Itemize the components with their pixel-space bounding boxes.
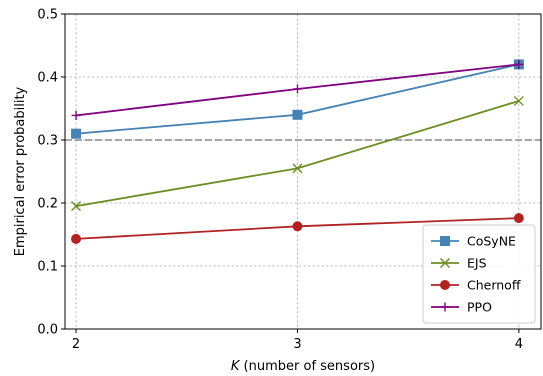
legend-label-cosyne: CoSyNE [467,234,516,249]
legend-item-cosyne: CoSyNE [431,234,516,249]
x-axis-label-text: (number of sensors) [239,359,375,374]
x-tick-label: 2 [72,337,80,352]
legend-label-ppo: PPO [467,300,492,315]
legend-marker-ppo [440,302,450,312]
plot-frame [64,13,542,330]
point-cosyne [292,109,303,120]
y-tick-label: 0.0 [37,323,58,338]
point-chernoff [292,221,303,232]
legend-marker-ejs-stroke [440,258,450,268]
point-ejs [71,201,82,212]
legend-item-ppo: PPO [431,300,492,315]
x-axis-label: K (number of sensors) [231,359,375,374]
x-axis: 2 3 4 [72,329,523,352]
x-tick-label: 4 [515,337,523,352]
point-ejs [513,95,524,106]
y-tick-label: 0.3 [37,134,58,149]
point-cosyne [71,128,82,139]
y-axis: 0.0 0.1 0.2 0.3 0.4 0.5 [37,8,65,338]
legend: CoSyNE EJS Chernoff PPO [422,224,536,324]
legend-label-ejs: EJS [467,256,487,271]
y-axis-label: Empirical error probability [13,86,28,256]
y-tick-label: 0.2 [37,197,58,212]
legend-item-chernoff: Chernoff [431,278,521,293]
x-tick-label: 3 [293,337,301,352]
legend-label-chernoff: Chernoff [467,278,521,293]
point-ejs [292,163,303,174]
legend-marker-chernoff [440,280,450,290]
series-ppo [71,59,524,120]
x-axis-label-variable: K [231,359,241,374]
point-ejs-stroke [71,201,82,212]
point-ejs-stroke [292,163,303,174]
point-ppo [292,84,302,94]
series-chernoff [71,213,524,244]
legend-box [422,224,536,324]
point-chernoff [513,213,524,224]
legend-item-ejs: EJS [431,256,487,271]
series-group [71,59,524,244]
y-tick-label: 0.1 [37,260,58,275]
y-tick-label: 0.4 [37,71,58,86]
point-chernoff [71,233,82,244]
point-ppo [71,110,81,120]
legend-marker-cosyne [440,236,450,246]
legend-marker-ejs [440,258,450,268]
point-ejs-stroke [513,95,524,106]
series-ejs [71,95,524,212]
point-ppo [514,59,524,69]
y-tick-label: 0.5 [37,8,58,23]
